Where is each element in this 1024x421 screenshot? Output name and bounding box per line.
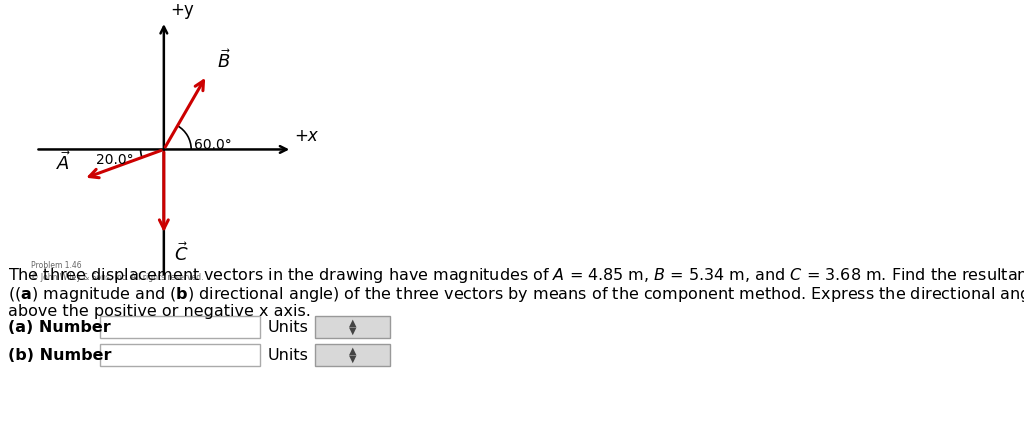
Text: ▼: ▼ xyxy=(349,354,356,364)
Text: above the positive or negative x axis.: above the positive or negative x axis. xyxy=(8,304,311,319)
Text: $\vec{B}$: $\vec{B}$ xyxy=(217,49,231,72)
Text: $\vec{C}$: $\vec{C}$ xyxy=(174,242,188,265)
Text: ▲: ▲ xyxy=(349,318,356,328)
Text: +y: +y xyxy=(171,1,195,19)
Bar xyxy=(100,316,260,338)
Text: $\vec{A}$: $\vec{A}$ xyxy=(56,151,72,173)
Text: 20.0°: 20.0° xyxy=(96,153,134,167)
Bar xyxy=(315,344,390,366)
Text: Units: Units xyxy=(268,320,309,335)
Text: (a) Number: (a) Number xyxy=(8,320,111,335)
Text: Problem 1.46
© John Wiley & Sons, Inc. All rights reserved.: Problem 1.46 © John Wiley & Sons, Inc. A… xyxy=(32,261,204,282)
Text: ▲: ▲ xyxy=(349,346,356,356)
Text: 60.0°: 60.0° xyxy=(194,139,231,152)
Bar xyxy=(315,316,390,338)
Text: ▼: ▼ xyxy=(349,326,356,336)
Text: +x: +x xyxy=(294,127,317,145)
Bar xyxy=(100,344,260,366)
Text: (($\mathbf{a}$) magnitude and ($\mathbf{b}$) directional angle) of the three vec: (($\mathbf{a}$) magnitude and ($\mathbf{… xyxy=(8,285,1024,304)
Text: Units: Units xyxy=(268,347,309,362)
Text: The three displacement vectors in the drawing have magnitudes of $A$ = 4.85 m, $: The three displacement vectors in the dr… xyxy=(8,266,1024,285)
Text: (b) Number: (b) Number xyxy=(8,347,112,362)
